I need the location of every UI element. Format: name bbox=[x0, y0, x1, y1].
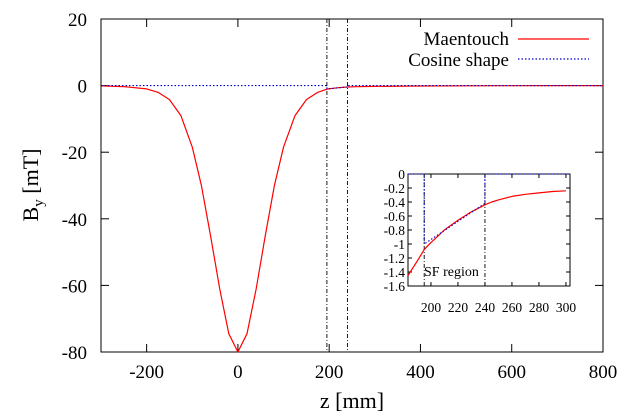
inset-y-tick-label-0: 0 bbox=[398, 167, 405, 182]
main-x-tick-label-0: 0 bbox=[233, 362, 243, 383]
legend: Maentouch Cosine shape bbox=[408, 29, 589, 71]
inset-x-tick-label-300: 300 bbox=[556, 300, 577, 315]
main-series-maentouch bbox=[100, 84, 603, 353]
inset-region-lines bbox=[423, 174, 486, 286]
inset-y-tick-label-m0p2: -0.2 bbox=[384, 181, 405, 196]
inset-series-line-1 bbox=[408, 173, 570, 245]
main-y-tick-label-0: 0 bbox=[78, 77, 88, 98]
inset-y-tick-label-m0p8: -0.8 bbox=[384, 223, 406, 238]
main-plot-frame bbox=[100, 18, 604, 353]
inset-annotation-sf-region: SF region bbox=[424, 265, 479, 280]
main-x-tick-label-200: 200 bbox=[315, 362, 344, 383]
inset-x-tick-label-220: 220 bbox=[448, 300, 469, 315]
inset-series-line-0 bbox=[407, 190, 567, 276]
y-axis-title: By [mT] bbox=[18, 149, 47, 222]
main-y-tick-label-20: 20 bbox=[68, 10, 87, 31]
inset-ticks: 200 220 240 260 280 3000-0.2-0.4-0.6-0.8-1-1.… bbox=[384, 167, 577, 315]
inset-x-tick-label-260: 260 bbox=[502, 300, 523, 315]
inset-y-tick-label-m1p4: -1.4 bbox=[384, 265, 406, 280]
main-x-tick-label-800: 800 bbox=[589, 362, 618, 383]
main-region-lines bbox=[326, 19, 348, 352]
legend-label-maentouch: Maentouch bbox=[424, 29, 510, 50]
legend-label-cosine-shape: Cosine shape bbox=[408, 50, 509, 71]
inset-y-tick-label-m0p4: -0.4 bbox=[384, 195, 406, 210]
main-series bbox=[100, 84, 603, 353]
y-axis-title-main: B bbox=[18, 207, 43, 222]
inset-y-tick-label-m1p2: -1.2 bbox=[384, 251, 405, 266]
inset-background bbox=[360, 166, 590, 326]
main-y-tick-label-m40: -40 bbox=[62, 210, 87, 231]
inset-y-tick-label-m1: -1 bbox=[394, 237, 405, 252]
inset-x-tick-label-280: 280 bbox=[529, 300, 550, 315]
main-x-tick-label-400: 400 bbox=[406, 362, 435, 383]
main-y-tick-label-m80: -80 bbox=[62, 343, 87, 364]
main-x-tick-label-m200: -200 bbox=[129, 362, 164, 383]
main-x-tick-label-600: 600 bbox=[497, 362, 526, 383]
main-series-cosine-shape bbox=[101, 85, 603, 90]
inset-series bbox=[407, 173, 570, 276]
inset-y-tick-label-m0p6: -0.6 bbox=[384, 209, 406, 224]
y-axis-title-sub: y bbox=[31, 199, 47, 207]
x-axis-title: z [mm] bbox=[320, 388, 384, 413]
y-axis-title-tail: [mT] bbox=[18, 149, 43, 200]
inset-x-tick-label-200: 200 bbox=[421, 300, 442, 315]
main-y-tick-label-m60: -60 bbox=[62, 276, 87, 297]
inset-x-tick-label-240: 240 bbox=[475, 300, 496, 315]
inset-plot: 200 220 240 260 280 3000-0.2-0.4-0.6-0.8-1-1.… bbox=[360, 166, 590, 326]
inset-y-tick-label-m1p6: -1.6 bbox=[384, 279, 406, 294]
main-y-tick-label-m20: -20 bbox=[62, 143, 87, 164]
